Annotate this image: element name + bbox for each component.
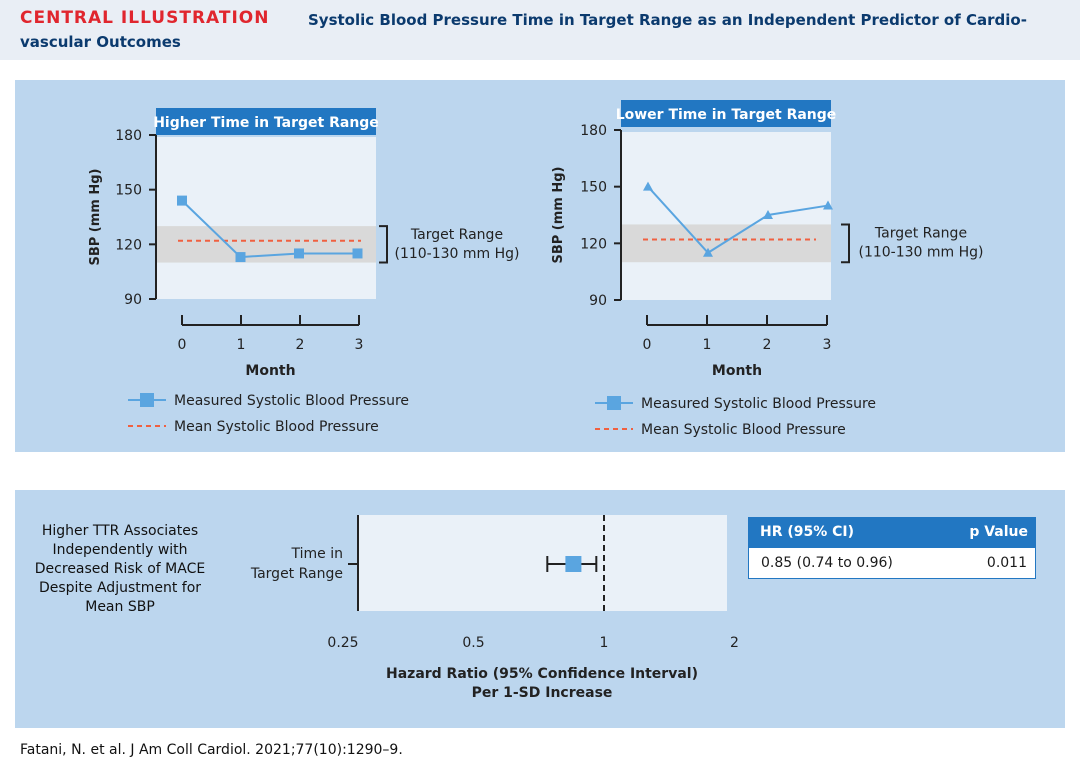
x-tick-label: 2	[296, 337, 305, 353]
y-tick-label: 150	[115, 183, 142, 199]
legend-mean-label: Mean Systolic Blood Pressure	[174, 419, 379, 435]
target-range-band	[156, 226, 376, 263]
forest-x-tick-label: 2	[730, 635, 739, 651]
conclusion-line: Decreased Risk of MACE	[34, 561, 206, 577]
y-tick-label: 120	[580, 236, 607, 252]
target-range-label: Target Range	[874, 225, 967, 241]
measured-sbp-point	[643, 181, 653, 191]
table-row: 0.85 (0.74 to 0.96) 0.011	[748, 547, 1036, 579]
measured-sbp-point	[352, 248, 363, 259]
target-range-values: (110-130 mm Hg)	[394, 246, 519, 262]
hazard-ratio-panel: Time in Target Range 0.25 0.5 1 2 Hazard Ratio…	[15, 490, 1065, 728]
table-header-row: HR (95% CI) p Value	[748, 517, 1036, 547]
y-axis-label: SBP (mm Hg)	[551, 166, 566, 263]
chart-title: Lower Time in Target Range	[616, 107, 837, 123]
target-range-label: Target Range	[410, 227, 503, 243]
target-range-band	[621, 224, 831, 263]
measured-sbp-line	[181, 199, 358, 259]
measured-sbp-point	[763, 210, 773, 219]
line-charts-svg: Higher Time in Target Range90120150180SB…	[88, 100, 984, 438]
target-range-bracket	[379, 225, 388, 264]
measured-sbp-point	[235, 252, 246, 263]
conclusion-line: Independently with	[52, 542, 188, 558]
conclusion-line: Higher TTR Associates	[41, 523, 199, 539]
x-tick-label: 1	[237, 337, 246, 353]
plot-area	[156, 137, 376, 299]
illustration-title: Systolic Blood Pressure Time in Target R…	[20, 9, 1070, 53]
illustration-title-text: Systolic Blood Pressure Time in Target R…	[20, 11, 1027, 51]
table-header-hr: HR (95% CI)	[760, 524, 855, 540]
header-banner: CENTRAL ILLUSTRATION Systolic Blood Pres…	[0, 0, 1080, 60]
target-range-bracket	[841, 223, 850, 264]
y-tick-label: 90	[589, 293, 607, 309]
measured-sbp-point	[294, 248, 304, 259]
legend-measured-label: Measured Systolic Blood Pressure	[641, 396, 876, 412]
conclusion-line: Despite Adjustment for	[38, 580, 202, 596]
forest-x-axis-label: Hazard Ratio (95% Confidence Interval)	[386, 666, 698, 682]
forest-plot-svg: Time in Target Range 0.25 0.5 1 2 Hazard Ratio…	[250, 515, 739, 701]
legend-measured-marker	[607, 396, 621, 410]
x-axis-label: Month	[712, 363, 762, 379]
hazard-ratio-table: HR (95% CI) p Value 0.85 (0.74 to 0.96) …	[748, 517, 1036, 579]
y-tick-label: 180	[580, 123, 607, 139]
chart-title: Higher Time in Target Range	[153, 115, 379, 131]
citation: Fatani, N. et al. J Am Coll Cardiol. 202…	[20, 742, 403, 758]
legend-mean-label: Mean Systolic Blood Pressure	[641, 422, 846, 438]
x-tick-label: 1	[703, 337, 712, 353]
forest-x-tick-label: 0.5	[462, 635, 484, 651]
legend-measured-marker	[140, 393, 154, 407]
x-tick-label: 0	[178, 337, 187, 353]
target-range-values: (110-130 mm Hg)	[858, 244, 983, 260]
forest-x-tick-label: 0.25	[327, 635, 358, 651]
forest-row-label: Target Range	[250, 566, 343, 582]
measured-sbp-point	[703, 247, 713, 257]
plot-area	[621, 132, 831, 300]
measured-sbp-point	[177, 195, 187, 206]
hazard-ratio-point	[565, 556, 582, 572]
table-header-p-value: p Value	[969, 524, 1028, 540]
x-tick-label: 3	[355, 337, 364, 353]
x-tick-label: 2	[763, 337, 772, 353]
forest-plot-area	[358, 515, 727, 611]
forest-x-axis-label: Per 1-SD Increase	[472, 685, 613, 701]
central-illustration-label: CENTRAL ILLUSTRATION	[20, 8, 270, 28]
y-tick-label: 150	[580, 180, 607, 196]
table-cell-hr: 0.85 (0.74 to 0.96)	[761, 555, 893, 571]
forest-x-tick-label: 1	[600, 635, 609, 651]
y-axis-label: SBP (mm Hg)	[88, 168, 103, 265]
x-tick-label: 0	[643, 337, 652, 353]
y-tick-label: 90	[124, 292, 142, 308]
y-tick-label: 120	[115, 237, 142, 253]
line-charts-panel: Higher Time in Target Range 90 120 150 180 SB…	[15, 80, 1065, 452]
measured-sbp-line	[647, 185, 829, 255]
conclusion-line: Mean SBP	[85, 599, 155, 615]
x-axis-label: Month	[245, 363, 295, 379]
y-tick-label: 180	[115, 128, 142, 144]
table-cell-p-value: 0.011	[986, 555, 1027, 571]
chart-title-box	[156, 108, 376, 135]
legend-measured-label: Measured Systolic Blood Pressure	[174, 393, 409, 409]
measured-sbp-point	[823, 200, 833, 210]
chart-title-box	[621, 100, 831, 127]
ttr-conclusion-text: Higher TTR Associates Independently with…	[20, 522, 220, 617]
x-tick-label: 3	[823, 337, 832, 353]
forest-row-label: Time in	[291, 546, 343, 562]
